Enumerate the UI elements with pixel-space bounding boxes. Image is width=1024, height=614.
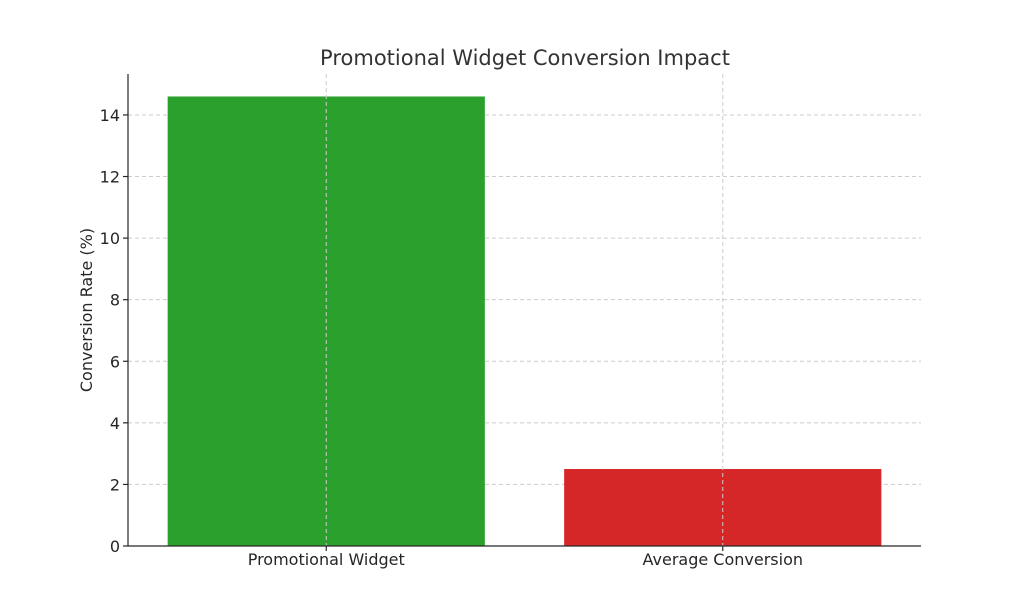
y-tick-label: 8 [110, 291, 120, 310]
y-tick-label: 12 [100, 168, 120, 187]
y-tick-label: 10 [100, 229, 120, 248]
x-tick-label: Average Conversion [643, 550, 804, 569]
axes [127, 74, 921, 547]
y-axis-label: Conversion Rate (%) [77, 228, 96, 392]
y-tick-label: 4 [110, 414, 120, 433]
vertical-grid [325, 74, 724, 546]
chart-title: Promotional Widget Conversion Impact [320, 46, 730, 70]
bars [167, 96, 882, 546]
y-tick-label: 14 [100, 106, 120, 125]
y-tick-label: 2 [110, 475, 120, 494]
y-tick-label: 6 [110, 352, 120, 371]
y-tick-label: 0 [110, 537, 120, 556]
x-ticks: Promotional Widget Average Conversion [248, 546, 803, 569]
y-ticks: 0 2 4 6 8 10 12 14 [100, 106, 128, 556]
x-tick-label: Promotional Widget [248, 550, 405, 569]
